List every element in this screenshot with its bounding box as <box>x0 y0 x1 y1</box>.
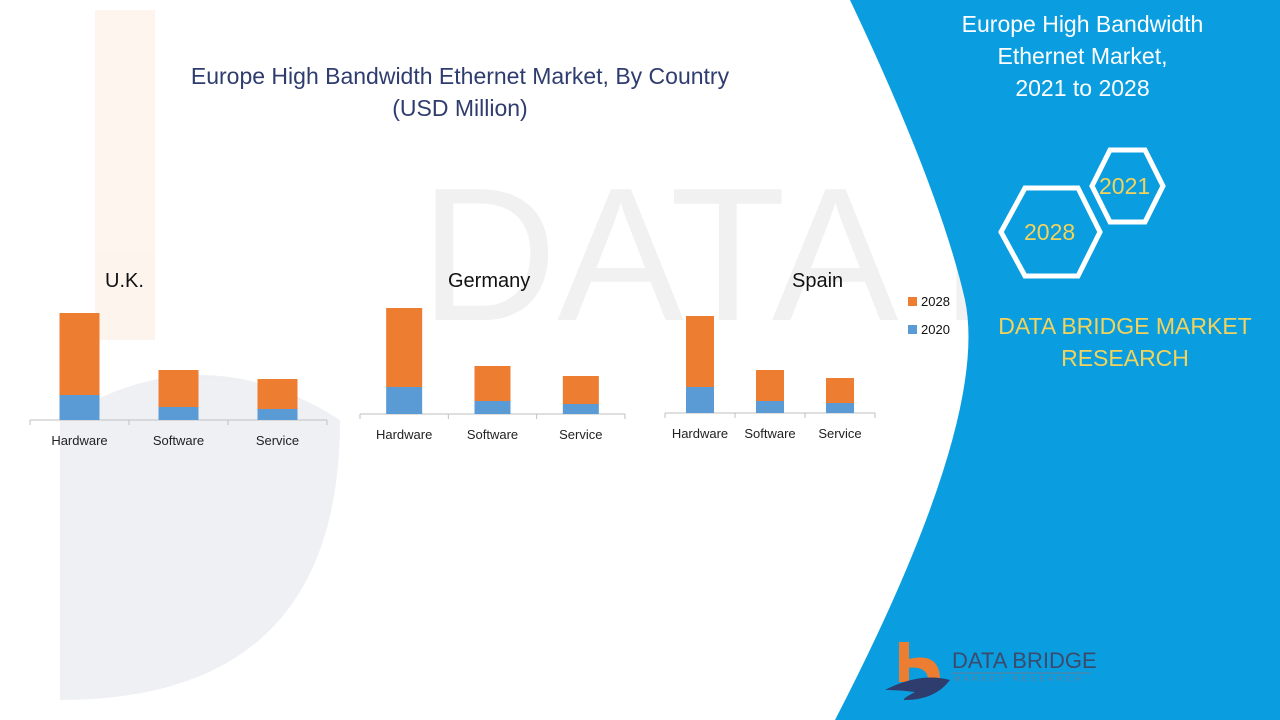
logo-subtext: MARKET RESEARCH <box>954 676 1084 683</box>
legend-label: 2028 <box>921 293 950 309</box>
bar-2020-software <box>158 407 199 420</box>
x-tick-label: Service <box>256 433 299 448</box>
side-title-line-2: Ethernet Market, <box>997 43 1168 69</box>
side-title: Europe High Bandwidth Ethernet Market, 2… <box>940 8 1225 104</box>
brand-text: DATA BRIDGE MARKET RESEARCH <box>985 310 1265 374</box>
bar-2020-service <box>562 404 599 414</box>
legend: 2028 2020 <box>908 287 950 343</box>
bar-2020-hardware <box>386 387 423 414</box>
hex-2028 <box>998 185 1103 279</box>
x-tick-label: Software <box>744 426 795 441</box>
bar-2028-hardware <box>59 313 100 395</box>
bar-2028-software <box>474 366 511 401</box>
x-tick-label: Hardware <box>51 433 107 448</box>
x-tick-label: Software <box>467 427 518 442</box>
watermark-logo: DATA BRIDGE <box>60 10 1280 700</box>
legend-swatch-2028 <box>908 296 917 306</box>
uk-chart-title: U.K. <box>105 270 144 292</box>
bar-2028-service <box>562 376 599 404</box>
x-tick-label: Service <box>818 426 861 441</box>
logo-icon <box>885 642 950 700</box>
bar-2020-hardware <box>686 387 714 413</box>
logo-text: DATA BRIDGE <box>952 648 1097 673</box>
bar-2020-software <box>756 401 784 413</box>
side-title-line-1: Europe High Bandwidth <box>961 11 1204 37</box>
hex-2021 <box>1089 147 1166 225</box>
x-tick-label: Software <box>153 433 204 448</box>
x-tick-label: Service <box>559 427 602 442</box>
bar-2020-service <box>257 409 298 420</box>
brand-line-1: DATA BRIDGE MARKET <box>998 313 1252 339</box>
brand-line-2: RESEARCH <box>1061 345 1189 371</box>
chart-title: Europe High Bandwidth Ethernet Market, B… <box>150 60 770 124</box>
title-line-1: Europe High Bandwidth Ethernet Market, B… <box>190 63 730 89</box>
bar-2028-hardware <box>386 308 423 387</box>
bar-2028-software <box>158 370 199 407</box>
bar-2028-hardware <box>686 316 714 387</box>
legend-label: 2020 <box>921 321 950 337</box>
hex-label-2028: 2028 <box>1024 219 1076 245</box>
spain-chart-title: Spain <box>792 270 844 292</box>
bar-2028-software <box>756 370 784 401</box>
x-tick-label: Hardware <box>376 427 432 442</box>
side-panel <box>835 0 1280 720</box>
bar-2028-service <box>257 379 298 409</box>
germany-chart-title: Germany <box>448 270 531 292</box>
bar-2028-service <box>826 378 854 403</box>
title-line-2: (USD Million) <box>392 95 528 121</box>
legend-item-2020: 2020 <box>908 315 950 343</box>
bar-2020-service <box>826 403 854 413</box>
x-tick-label: Hardware <box>672 426 728 441</box>
legend-item-2028: 2028 <box>908 287 950 315</box>
bar-2020-software <box>474 401 511 414</box>
hex-label-2021: 2021 <box>1099 173 1151 199</box>
legend-swatch-2020 <box>908 324 917 334</box>
bar-2020-hardware <box>59 395 100 420</box>
side-title-line-3: 2021 to 2028 <box>1015 75 1150 101</box>
